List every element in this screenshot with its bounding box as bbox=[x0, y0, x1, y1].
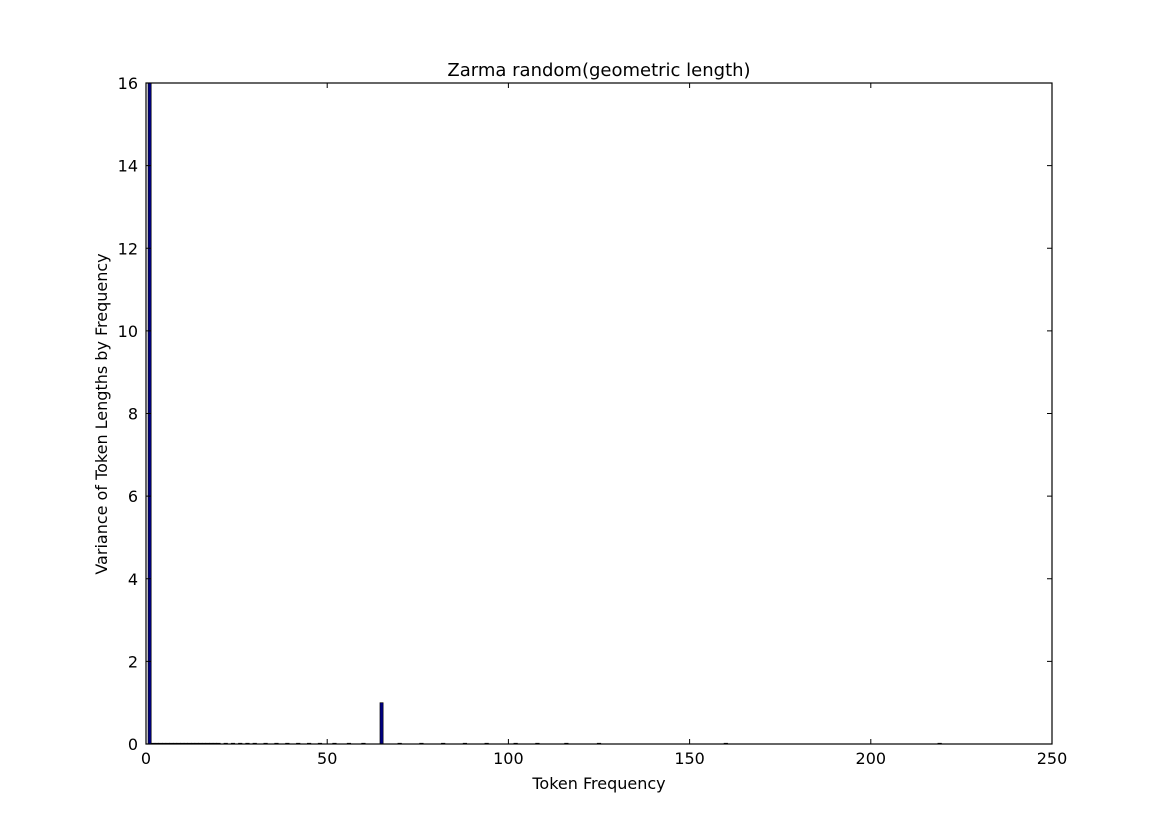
y-tick-label: 12 bbox=[118, 239, 138, 258]
y-tick-label: 6 bbox=[128, 487, 138, 506]
chart-title: Zarma random(geometric length) bbox=[447, 60, 750, 81]
y-tick-label: 2 bbox=[128, 652, 138, 671]
x-tick-label: 150 bbox=[674, 749, 705, 768]
y-tick-label: 8 bbox=[128, 405, 138, 424]
y-tick-label: 16 bbox=[118, 74, 138, 93]
bar bbox=[379, 702, 384, 745]
x-axis-label: Token Frequency bbox=[531, 774, 665, 793]
y-axis-ticks: 0 2 4 6 8 10 12 14 16 bbox=[118, 74, 1052, 754]
x-tick-label: 200 bbox=[856, 749, 887, 768]
x-tick-label: 50 bbox=[317, 749, 337, 768]
x-tick-label: 0 bbox=[141, 749, 151, 768]
y-tick-label: 10 bbox=[118, 322, 138, 341]
y-tick-label: 0 bbox=[128, 735, 138, 754]
y-axis-label: Variance of Token Lengths by Frequency bbox=[92, 253, 111, 574]
x-axis-ticks: 0 50 100 150 200 250 bbox=[141, 83, 1067, 768]
y-tick-label: 14 bbox=[118, 157, 138, 176]
y-tick-label: 4 bbox=[128, 570, 138, 589]
x-tick-label: 100 bbox=[493, 749, 524, 768]
x-tick-label: 250 bbox=[1037, 749, 1068, 768]
